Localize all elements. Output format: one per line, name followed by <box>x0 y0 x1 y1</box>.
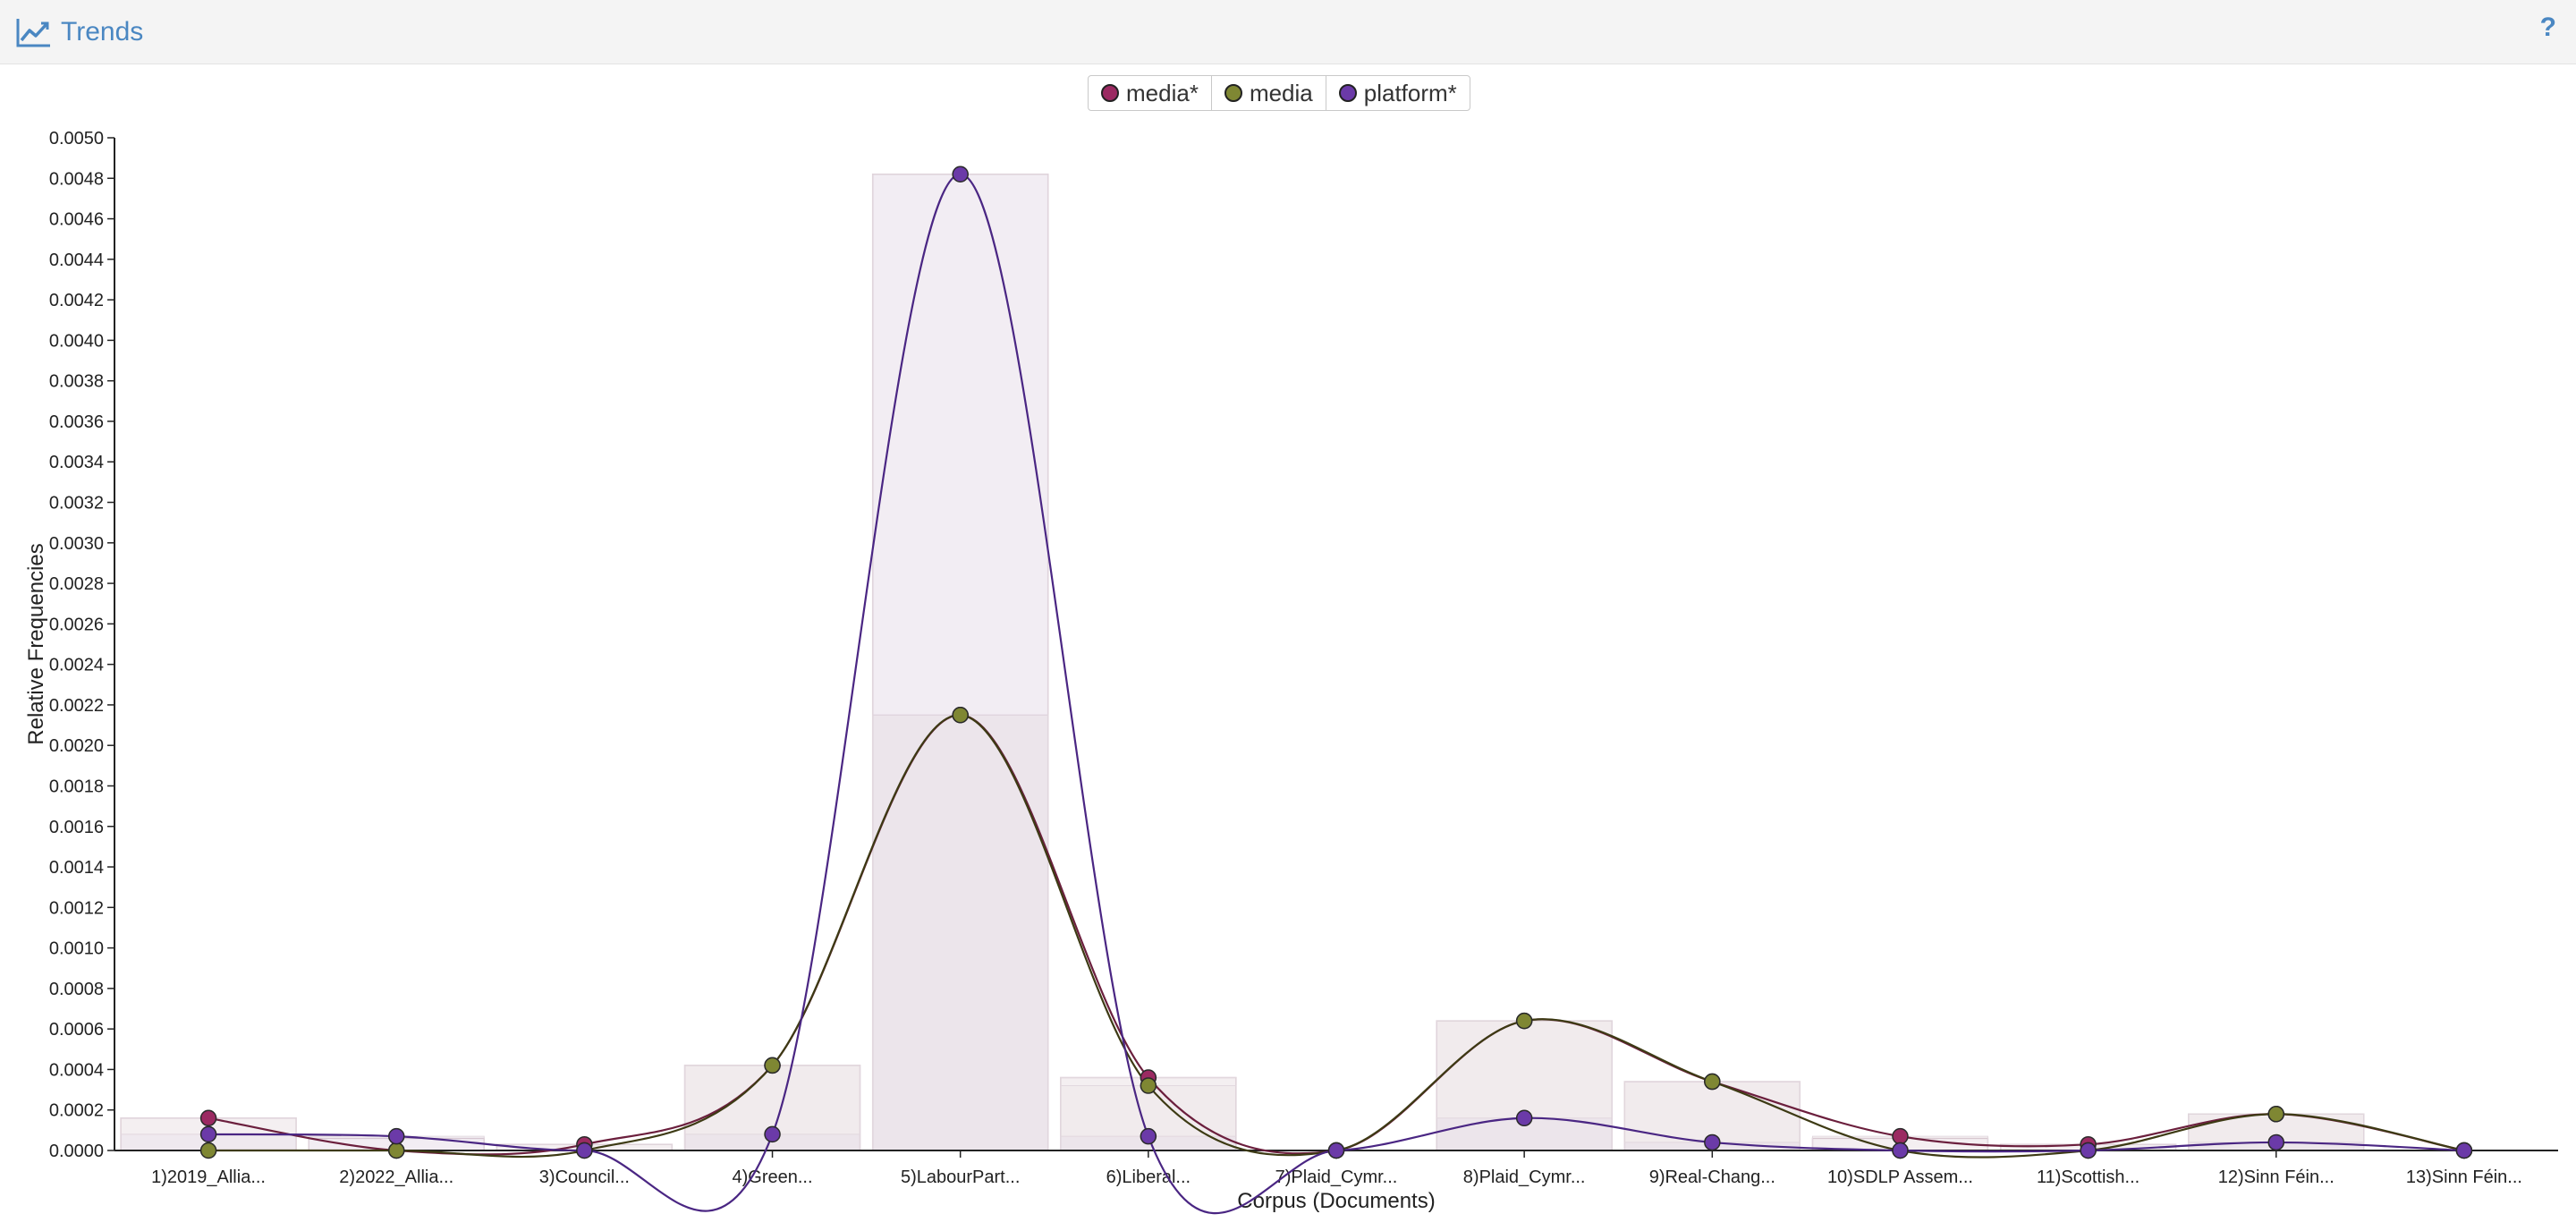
y-tick-label: 0.0034 <box>49 453 104 472</box>
data-point-media <box>199 1142 217 1159</box>
x-axis-label: Corpus (Documents) <box>1237 1189 1435 1213</box>
x-tick-label: 8)Plaid_Cymr... <box>1463 1167 1586 1187</box>
y-tick-label: 0.0012 <box>49 898 104 918</box>
x-tick-label: 10)SDLP Assem... <box>1827 1167 1973 1187</box>
x-tick-label: 2)2022_Allia... <box>339 1167 453 1187</box>
y-tick-label: 0.0018 <box>49 777 104 796</box>
data-point-platform-star <box>1140 1127 1157 1145</box>
y-tick-label: 0.0050 <box>49 129 104 149</box>
trends-title[interactable]: Trends <box>16 13 143 52</box>
y-tick-label: 0.0036 <box>49 412 104 432</box>
data-point-media <box>1515 1012 1533 1030</box>
y-tick-label: 0.0002 <box>49 1101 104 1121</box>
y-tick-label: 0.0024 <box>49 656 104 675</box>
y-axis-label: Relative Frequencies <box>24 543 48 744</box>
data-point-platform-star <box>199 1125 217 1143</box>
legend-item-platform-star[interactable]: platform* <box>1326 76 1470 110</box>
y-tick-label: 0.0042 <box>49 291 104 310</box>
legend-label: platform* <box>1363 79 1457 106</box>
question-icon[interactable]: ? <box>2539 13 2556 42</box>
data-point-media <box>387 1142 405 1159</box>
y-tick-label: 0.0040 <box>49 331 104 351</box>
legend-item-media-star[interactable]: media* <box>1089 76 1212 110</box>
data-point-platform-star <box>1704 1133 1721 1151</box>
bar-series <box>1436 1020 1613 1151</box>
x-tick-label: 5)LabourPart... <box>901 1167 1020 1187</box>
y-tick-label: 0.0046 <box>49 210 104 230</box>
legend-label: media* <box>1126 79 1199 106</box>
data-point-media <box>2267 1105 2285 1123</box>
data-point-platform-star <box>576 1142 593 1159</box>
header-bar: Trends ? <box>0 0 2576 64</box>
x-tick-label: 12)Sinn Féin... <box>2218 1167 2334 1187</box>
x-tick-label: 3)Council... <box>539 1167 630 1187</box>
legend-swatch <box>1224 84 1242 102</box>
x-tick-label: 6)Liberal... <box>1106 1167 1191 1187</box>
legend-swatch <box>1101 84 1119 102</box>
legend-swatch <box>1338 84 1357 102</box>
data-point-platform-star <box>1327 1142 1345 1159</box>
bar-series <box>872 174 1049 1151</box>
y-tick-label: 0.0038 <box>49 372 104 392</box>
series-line-media-star <box>208 714 2465 1156</box>
x-tick-label: 1)2019_Allia... <box>151 1167 266 1187</box>
y-tick-label: 0.0030 <box>49 534 104 554</box>
bar-series <box>1436 1020 1613 1151</box>
y-tick-label: 0.0010 <box>49 939 104 959</box>
data-point-media <box>952 706 969 724</box>
y-tick-label: 0.0032 <box>49 494 104 514</box>
data-point-platform-star <box>2080 1142 2097 1159</box>
x-tick-label: 7)Plaid_Cymr... <box>1275 1167 1398 1187</box>
data-point-media-star <box>199 1109 217 1127</box>
y-tick-label: 0.0006 <box>49 1020 104 1040</box>
legend-item-media[interactable]: media <box>1212 76 1326 110</box>
data-point-platform-star <box>1892 1142 1909 1159</box>
data-point-platform-star <box>2455 1142 2473 1159</box>
y-tick-label: 0.0048 <box>49 169 104 189</box>
line-chart-icon <box>16 19 50 47</box>
y-tick-label: 0.0014 <box>49 858 104 878</box>
data-point-platform-star <box>2267 1133 2285 1151</box>
data-point-media-star <box>1892 1127 1909 1145</box>
data-point-platform-star <box>952 166 969 183</box>
x-tick-label: 4)Green... <box>733 1167 813 1187</box>
data-point-platform-star <box>387 1127 405 1145</box>
x-tick-label: 11)Scottish... <box>2037 1167 2140 1187</box>
data-point-media <box>764 1057 781 1074</box>
chart-legend: media* media platform* <box>1088 75 1470 111</box>
data-point-media <box>1140 1077 1157 1094</box>
y-tick-label: 0.0044 <box>49 250 104 270</box>
x-tick-label: 9)Real-Chang... <box>1649 1167 1775 1187</box>
x-tick-label: 13)Sinn Féin... <box>2406 1167 2522 1187</box>
legend-label: media <box>1249 79 1313 106</box>
page-title: Trends <box>61 17 144 47</box>
y-tick-label: 0.0000 <box>49 1142 104 1161</box>
data-point-media <box>1704 1073 1721 1091</box>
y-tick-label: 0.0026 <box>49 615 104 634</box>
y-tick-label: 0.0004 <box>49 1060 104 1080</box>
data-point-platform-star <box>764 1125 781 1143</box>
y-tick-label: 0.0008 <box>49 980 104 999</box>
data-point-platform-star <box>1515 1109 1533 1127</box>
y-tick-label: 0.0020 <box>49 736 104 756</box>
series-line-platform-star <box>208 173 2464 1215</box>
y-tick-label: 0.0028 <box>49 574 104 594</box>
series-line-media <box>208 714 2465 1159</box>
y-tick-label: 0.0016 <box>49 818 104 837</box>
y-tick-label: 0.0022 <box>49 696 104 716</box>
